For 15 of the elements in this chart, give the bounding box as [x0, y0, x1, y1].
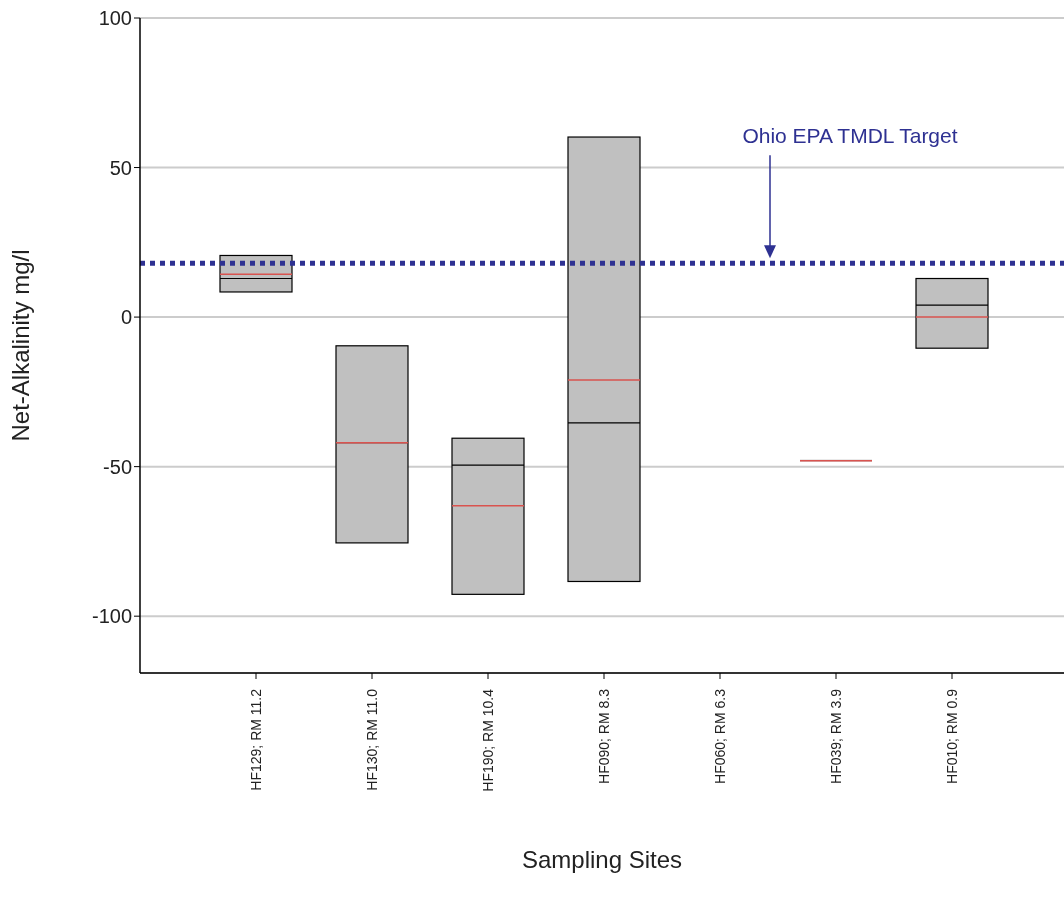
y-tick-label: -100 [91, 605, 132, 628]
ref-line-label: Ohio EPA TMDL Target [742, 124, 958, 148]
x-tick-label: HF130; RM 11.0 [364, 688, 380, 791]
x-tick-label: HF060; RM 6.3 [712, 688, 728, 784]
y-tick-label: 0 [120, 306, 132, 329]
x-tick-label: HF039; RM 3.9 [828, 688, 844, 784]
x-tick-label: HF010; RM 0.9 [944, 688, 960, 784]
y-tick-label: -50 [103, 455, 132, 478]
y-axis-title: Net-Alkalinity mg/l [6, 249, 34, 442]
x-axis-title: Sampling Sites [521, 846, 683, 874]
x-tick-label: HF129; RM 11.2 [248, 688, 264, 791]
y-tick-label: 50 [109, 156, 132, 179]
x-tick-label: HF190; RM 10.4 [480, 688, 496, 792]
x-tick-label: HF090; RM 8.3 [596, 688, 612, 784]
y-tick-label: 100 [98, 7, 132, 30]
